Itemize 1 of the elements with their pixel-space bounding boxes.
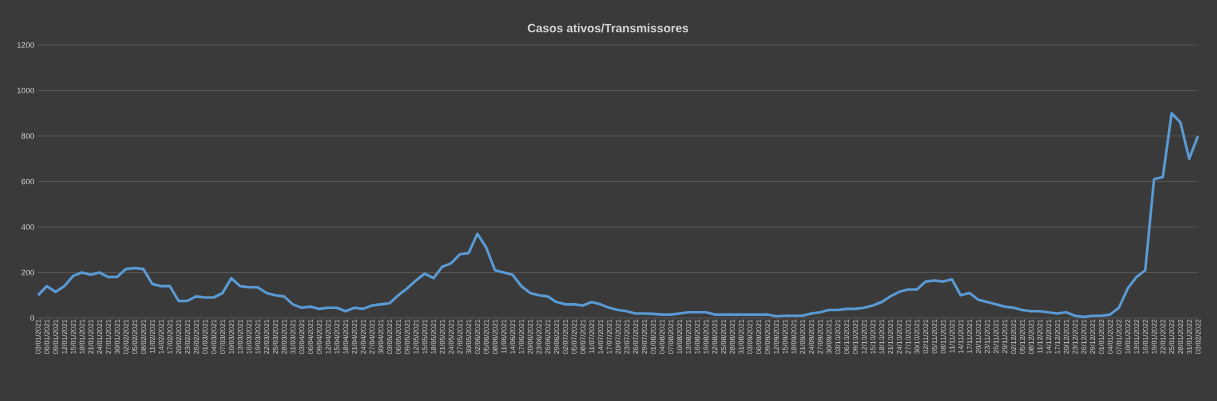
chart-title: Casos ativos/Transmissores — [527, 23, 689, 33]
